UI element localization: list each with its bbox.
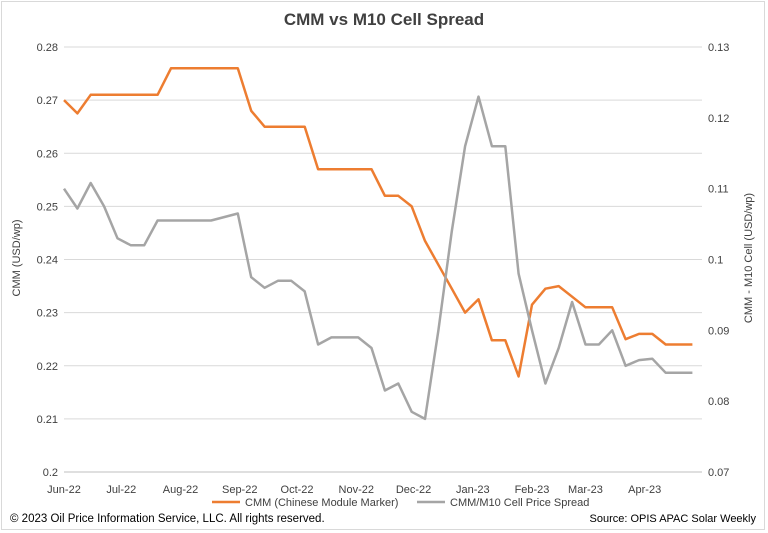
x-tick-label: Jul-22 xyxy=(106,484,136,496)
y-tick-label-left: 0.24 xyxy=(37,255,58,267)
y-tick-label-right: 0.09 xyxy=(708,325,729,337)
y-tick-label-right: 0.08 xyxy=(708,396,729,408)
x-tick-label: Nov-22 xyxy=(339,484,374,496)
x-tick-label: Dec-22 xyxy=(396,484,431,496)
x-tick-label: Mar-23 xyxy=(568,484,603,496)
x-tick-label: Aug-22 xyxy=(163,484,198,496)
y-tick-label-right: 0.1 xyxy=(708,255,723,267)
y-tick-label-left: 0.23 xyxy=(37,308,58,320)
chart-title: CMM vs M10 Cell Spread xyxy=(283,10,485,29)
x-tick-label: Jun-22 xyxy=(47,484,81,496)
legend-label: CMM (Chinese Module Marker) xyxy=(245,497,398,509)
series-line-spread xyxy=(62,95,693,421)
x-tick-label: Apr-23 xyxy=(628,484,661,496)
y-axis-label-left: CMM (USD/wp) xyxy=(11,220,23,297)
y-tick-label-left: 0.21 xyxy=(37,414,58,426)
y-tick-label-right: 0.12 xyxy=(708,113,729,125)
y-axis-label-right: CMM - M10 Cell (USD/wp) xyxy=(743,193,755,323)
y-tick-label-right: 0.13 xyxy=(708,42,729,54)
legend: CMM (Chinese Module Marker) CMM/M10 Cell … xyxy=(212,497,589,509)
x-tick-label: Sep-22 xyxy=(222,484,257,496)
y-tick-label-left: 0.28 xyxy=(37,42,58,54)
source-text: Source: OPIS APAC Solar Weekly xyxy=(589,513,757,525)
x-tick-label: Feb-23 xyxy=(515,484,550,496)
legend-label: CMM/M10 Cell Price Spread xyxy=(450,497,589,509)
y-tick-label-left: 0.2 xyxy=(43,467,58,479)
y-tick-label-right: 0.07 xyxy=(708,467,729,479)
y-tick-label-left: 0.25 xyxy=(37,201,58,213)
x-tick-label: Oct-22 xyxy=(281,484,314,496)
y-tick-label-right: 0.11 xyxy=(708,184,729,196)
y-tick-label-left: 0.26 xyxy=(37,148,58,160)
copyright-text: © 2023 Oil Price Information Service, LL… xyxy=(10,513,325,525)
series-line-cmm xyxy=(63,67,693,378)
x-tick-label: Jan-23 xyxy=(456,484,490,496)
y-tick-label-left: 0.22 xyxy=(37,361,58,373)
y-tick-label-left: 0.27 xyxy=(37,95,58,107)
